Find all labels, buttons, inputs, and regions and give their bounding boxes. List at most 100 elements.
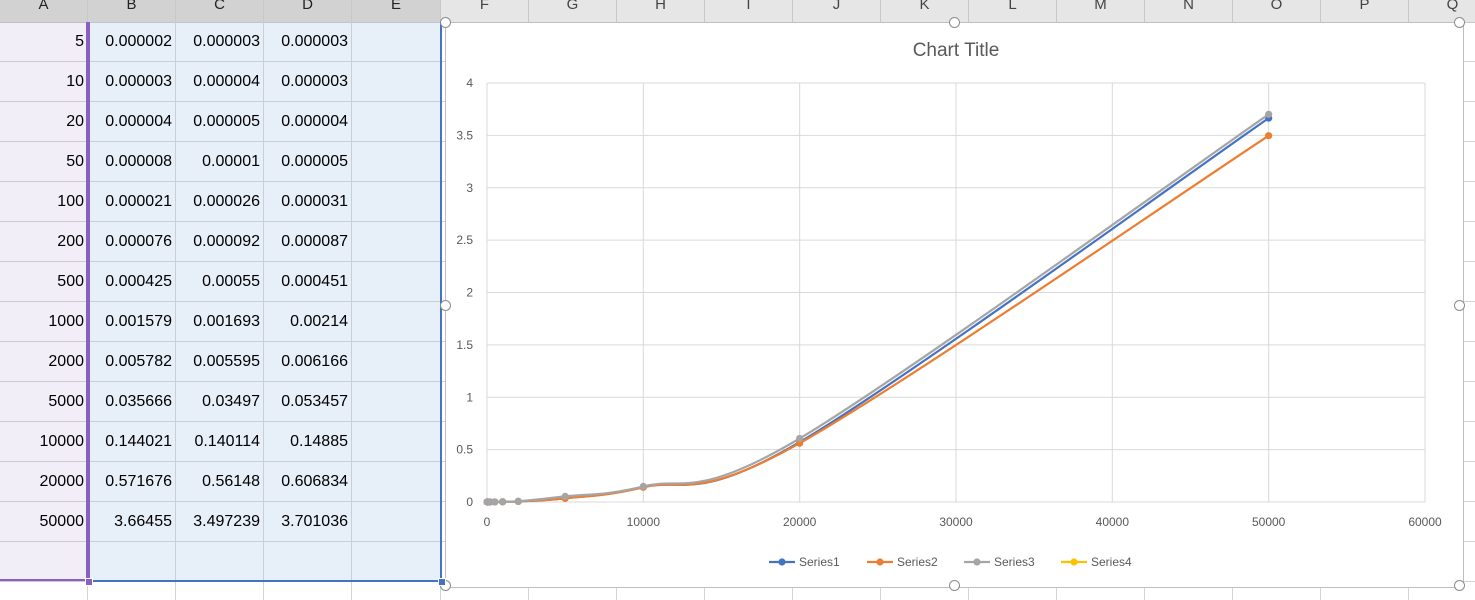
legend-marker — [876, 558, 884, 566]
chart-resize-handle[interactable] — [949, 17, 960, 28]
cell-a4[interactable]: 50 — [66, 153, 84, 170]
cell-d2[interactable]: 0.000003 — [281, 73, 348, 90]
series-3-point — [1265, 110, 1273, 118]
column-header-a[interactable]: A — [0, 0, 88, 22]
cell-b8[interactable]: 0.001579 — [105, 313, 172, 330]
cell-b12[interactable]: 0.571676 — [105, 473, 172, 490]
cell-b13[interactable]: 3.66455 — [114, 513, 172, 530]
column-header-j[interactable]: J — [793, 0, 881, 22]
cell-d5[interactable]: 0.000031 — [281, 193, 348, 210]
series-3-point — [796, 434, 804, 443]
cell-a2[interactable]: 10 — [66, 73, 84, 90]
column-header-h[interactable]: H — [617, 0, 705, 22]
cell-b4[interactable]: 0.000008 — [105, 153, 172, 170]
cell-a10[interactable]: 5000 — [48, 393, 84, 410]
column-header-f[interactable]: F — [441, 0, 529, 22]
legend-entry-1: Series1 — [769, 555, 840, 569]
cell-c1[interactable]: 0.000003 — [193, 33, 260, 50]
cell-d6[interactable]: 0.000087 — [281, 233, 348, 250]
cell-c12[interactable]: 0.56148 — [202, 473, 260, 490]
cell-d1[interactable]: 0.000003 — [281, 33, 348, 50]
chart-resize-handle[interactable] — [440, 300, 451, 311]
cell-a9[interactable]: 2000 — [48, 353, 84, 370]
chart-title[interactable]: Chart Title — [913, 40, 1000, 61]
legend-label: Series3 — [994, 555, 1035, 569]
cell-d11[interactable]: 0.14885 — [290, 433, 348, 450]
cell-a7[interactable]: 500 — [57, 273, 84, 290]
chart-resize-handle[interactable] — [440, 17, 451, 28]
cell-c3[interactable]: 0.000005 — [193, 113, 260, 130]
cell-b2[interactable]: 0.000003 — [105, 73, 172, 90]
cell-c4[interactable]: 0.00001 — [202, 153, 260, 170]
chart-resize-handle[interactable] — [1454, 580, 1465, 591]
x-tick-label: 50000 — [1252, 515, 1286, 529]
column-header-e[interactable]: E — [352, 0, 441, 22]
chart-resize-handle[interactable] — [1454, 300, 1465, 311]
cell-b6[interactable]: 0.000076 — [105, 233, 172, 250]
column-header-b[interactable]: B — [88, 0, 176, 22]
cell-d8[interactable]: 0.00214 — [290, 313, 348, 330]
selection-fill-handle[interactable] — [438, 578, 446, 586]
series-3-point — [639, 482, 647, 491]
cell-b5[interactable]: 0.000021 — [105, 193, 172, 210]
x-tick-label: 0 — [484, 515, 491, 529]
column-header-p[interactable]: P — [1321, 0, 1409, 22]
column-header-n[interactable]: N — [1145, 0, 1233, 22]
cell-d10[interactable]: 0.053457 — [281, 393, 348, 410]
chart-object[interactable]: Chart Title 0 0.5 1 1.5 2 2.5 3 3.5 4 0 10000 20000 3… — [440, 17, 1465, 591]
cell-c7[interactable]: 0.00055 — [202, 273, 260, 290]
column-header-d[interactable]: D — [264, 0, 352, 22]
chart-resize-handle[interactable] — [949, 580, 960, 591]
column-header-g[interactable]: G — [529, 0, 617, 22]
cell-c2[interactable]: 0.000004 — [193, 73, 260, 90]
column-header-q[interactable]: Q — [1409, 0, 1475, 22]
cell-a5[interactable]: 100 — [57, 193, 84, 210]
column-header-i[interactable]: I — [705, 0, 793, 22]
grid-column-line — [263, 22, 264, 600]
cell-b1[interactable]: 0.000002 — [105, 33, 172, 50]
series-3-point — [491, 498, 499, 506]
legend-entry-2: Series2 — [867, 555, 938, 569]
cell-d4[interactable]: 0.000005 — [281, 153, 348, 170]
y-tick-label: 0.5 — [456, 443, 473, 457]
cell-c8[interactable]: 0.001693 — [193, 313, 260, 330]
cell-b3[interactable]: 0.000004 — [105, 113, 172, 130]
series-line-2 — [487, 134, 1270, 504]
cell-a8[interactable]: 1000 — [48, 313, 84, 330]
cell-d7[interactable]: 0.000451 — [281, 273, 348, 290]
y-tick-label: 1 — [466, 390, 473, 404]
selection-fill-handle[interactable] — [85, 578, 93, 586]
legend-marker — [973, 558, 981, 566]
cell-b9[interactable]: 0.005782 — [105, 353, 172, 370]
cell-d13[interactable]: 3.701036 — [281, 513, 348, 530]
cell-a6[interactable]: 200 — [57, 233, 84, 250]
series-2-point — [1265, 132, 1273, 140]
cell-c10[interactable]: 0.03497 — [202, 393, 260, 410]
cell-d9[interactable]: 0.006166 — [281, 353, 348, 370]
chart-resize-handle[interactable] — [1454, 17, 1465, 28]
column-header-c[interactable]: C — [176, 0, 264, 22]
cell-c9[interactable]: 0.005595 — [193, 353, 260, 370]
cell-a13[interactable]: 50000 — [39, 513, 85, 530]
grid-column-line — [351, 22, 352, 600]
y-tick-label: 4 — [466, 76, 473, 90]
column-header-o[interactable]: O — [1233, 0, 1321, 22]
cell-a11[interactable]: 10000 — [39, 433, 85, 450]
y-tick-label: 2 — [466, 286, 473, 300]
cell-c6[interactable]: 0.000092 — [193, 233, 260, 250]
cell-d3[interactable]: 0.000004 — [281, 113, 348, 130]
column-header-m[interactable]: M — [1057, 0, 1145, 22]
column-header-l[interactable]: L — [969, 0, 1057, 22]
cell-a3[interactable]: 20 — [66, 113, 84, 130]
cell-b7[interactable]: 0.000425 — [105, 273, 172, 290]
cell-d12[interactable]: 0.606834 — [281, 473, 348, 490]
cell-c11[interactable]: 0.140114 — [194, 433, 260, 450]
cell-a12[interactable]: 20000 — [39, 473, 85, 490]
cell-c13[interactable]: 3.497239 — [193, 513, 260, 530]
x-tick-label: 30000 — [939, 515, 973, 529]
cell-a1[interactable]: 5 — [75, 33, 84, 50]
column-header-k[interactable]: K — [881, 0, 969, 22]
cell-b11[interactable]: 0.144021 — [105, 433, 172, 450]
cell-c5[interactable]: 0.000026 — [193, 193, 260, 210]
cell-b10[interactable]: 0.035666 — [105, 393, 172, 410]
